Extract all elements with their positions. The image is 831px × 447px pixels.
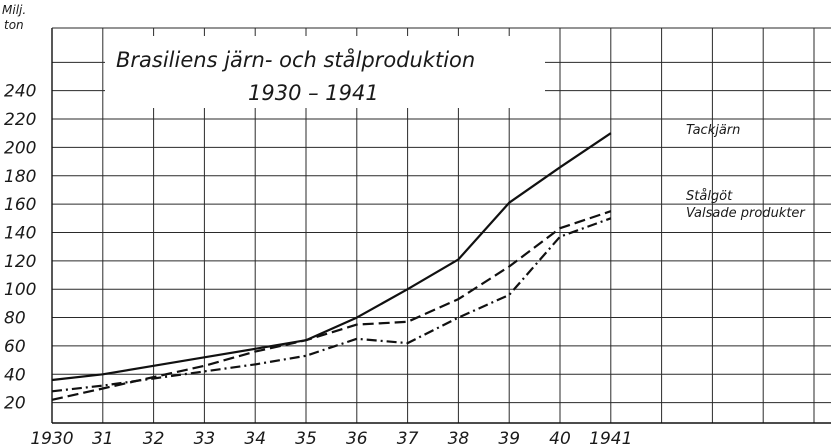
y-tick-label: 140 xyxy=(4,224,36,244)
x-tick-label: 1930 xyxy=(30,429,73,447)
y-tick-label: 40 xyxy=(4,365,26,385)
y-tick-labels: 20 40 60 80 100 120 140 160 180 200 220 240 xyxy=(4,82,36,414)
x-tick-label: 37 xyxy=(397,429,419,447)
legend-label-stalgot: Stålgöt xyxy=(686,189,733,204)
plot-frame xyxy=(51,27,831,424)
x-tick-label: 40 xyxy=(549,429,571,447)
x-tick-label: 31 xyxy=(92,429,114,447)
chart-title: Brasiliens järn- och stålproduktion xyxy=(116,47,475,72)
legend-label-tackjarn: Tackjärn xyxy=(686,123,740,138)
title-background xyxy=(105,36,545,108)
chart-subtitle: 1930 – 1941 xyxy=(248,81,379,105)
x-tick-label: 1941 xyxy=(589,429,632,447)
x-tick-label: 33 xyxy=(194,429,216,447)
series-lines xyxy=(51,132,612,401)
y-tick-label: 240 xyxy=(4,82,36,102)
legend-label-valsade-produkter: Valsade produkter xyxy=(686,206,806,221)
y-tick-label: 220 xyxy=(4,110,36,130)
y-tick-label: 100 xyxy=(4,280,36,300)
series-line-valsade-produkter xyxy=(51,217,612,393)
x-tick-labels: 1930 31 32 33 34 35 36 37 38 39 40 1941 xyxy=(30,429,632,447)
x-tick-label: 38 xyxy=(448,429,470,447)
y-tick-label: 160 xyxy=(4,195,36,215)
y-tick-label: 200 xyxy=(4,138,36,158)
x-tick-label: 39 xyxy=(498,429,520,447)
y-tick-label: 180 xyxy=(4,167,36,187)
x-tick-label: 35 xyxy=(295,429,317,447)
y-tick-label: 60 xyxy=(4,337,26,357)
y-axis-unit-line1: Milj. xyxy=(2,3,26,17)
x-tick-label: 36 xyxy=(346,429,368,447)
x-tick-label: 34 xyxy=(244,429,266,447)
y-axis-unit-line2: ton xyxy=(4,18,24,32)
y-tick-label: 20 xyxy=(4,394,26,414)
y-tick-label: 80 xyxy=(4,309,26,329)
y-tick-label: 120 xyxy=(4,252,36,272)
series-line-st-lg-t xyxy=(51,210,612,401)
series-line-tackj-rn xyxy=(51,132,612,382)
x-tick-label: 32 xyxy=(143,429,165,447)
